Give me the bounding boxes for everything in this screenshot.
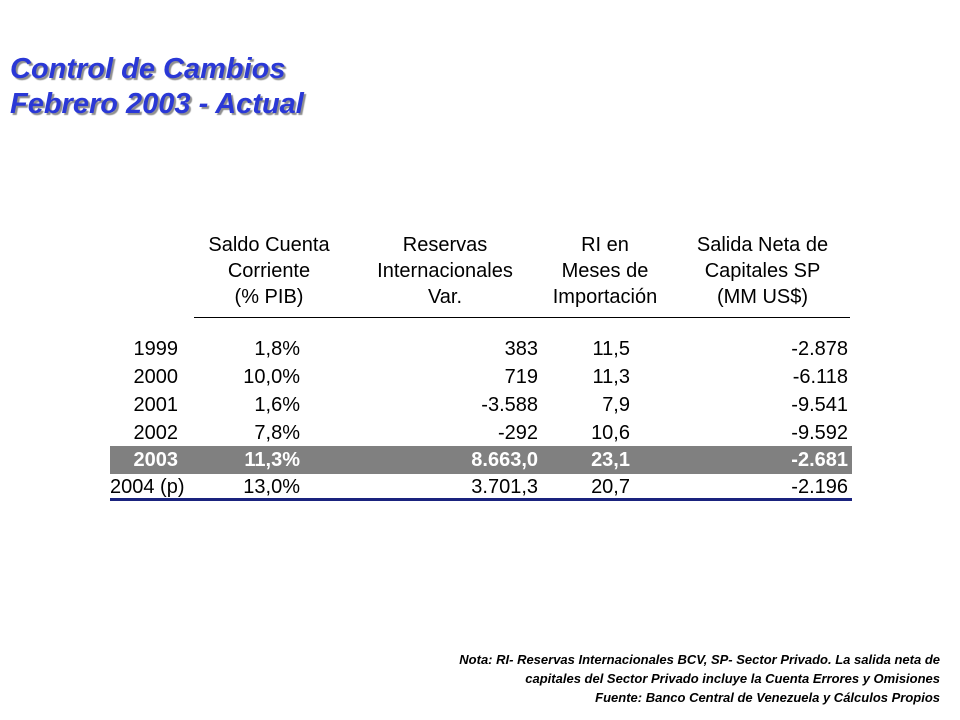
header-divider (194, 317, 850, 318)
cell-year: 2003 (133, 449, 179, 471)
table-bottom-rule (110, 498, 852, 501)
header-reservas-line1: Reservas (402, 234, 488, 256)
cell-ri: 10,6 (591, 422, 630, 444)
table-row: 2004 (p) 13,0% 3.701,3 20,7 -2.196 (110, 474, 852, 500)
cell-reservas: -3.588 (481, 394, 538, 416)
cell-ri: 23,1 (591, 449, 630, 471)
header-ri-line3: Importación (552, 286, 658, 308)
cell-reservas: 719 (504, 366, 538, 388)
cell-year: 2002 (133, 422, 179, 444)
cell-ri: 7,9 (602, 394, 630, 416)
header-saldo-line1: Saldo Cuenta (208, 234, 330, 256)
cell-ri: 11,3 (592, 366, 630, 388)
header-salida-line2: Capitales SP (704, 260, 821, 282)
table-row: 2001 1,6% -3.588 7,9 -9.541 (110, 392, 852, 418)
cell-reservas: 8.663,0 (471, 449, 538, 471)
cell-salida: -2.196 (791, 476, 848, 498)
cell-year: 2001 (133, 394, 179, 416)
cell-ri: 11,5 (592, 338, 630, 360)
cell-saldo: 1,6% (254, 394, 300, 416)
cell-ri: 20,7 (591, 476, 630, 498)
cell-year: 2000 (133, 366, 179, 388)
footnote-source: Fuente: Banco Central de Venezuela y Cál… (595, 690, 940, 705)
header-salida: Salida Neta de Capitales SP (MM US$) (675, 232, 850, 318)
cell-salida: -2.681 (791, 449, 848, 471)
header-reservas-line2: Internacionales (377, 260, 513, 282)
header-ri-line2: Meses de (561, 260, 649, 282)
header-reservas-line3: Var. (427, 286, 463, 308)
page-title: Control de Cambios Febrero 2003 - Actual (10, 52, 304, 122)
cell-saldo: 10,0% (243, 366, 300, 388)
cell-salida: -9.541 (791, 394, 848, 416)
header-salida-line3: (MM US$) (716, 286, 809, 308)
footnote-line2: capitales del Sector Privado incluye la … (525, 671, 940, 686)
table-row: 2002 7,8% -292 10,6 -9.592 (110, 420, 852, 446)
table-row: 2000 10,0% 719 11,3 -6.118 (110, 364, 852, 390)
header-saldo-line2: Corriente (227, 260, 311, 282)
title-line-2: Febrero 2003 - Actual (10, 88, 304, 120)
cell-year: 2004 (p) (110, 476, 185, 498)
cell-reservas: 3.701,3 (471, 476, 538, 498)
cell-reservas: -292 (497, 422, 538, 444)
header-saldo: Saldo Cuenta Corriente (% PIB) (194, 232, 344, 318)
cell-salida: -6.118 (792, 366, 848, 388)
cell-saldo: 1,8% (254, 338, 300, 360)
header-ri-line1: RI en (581, 234, 629, 256)
cell-salida: -2.878 (791, 338, 848, 360)
cell-year: 1999 (133, 338, 179, 360)
table-row-highlighted: 2003 11,3% 8.663,0 23,1 -2.681 (110, 446, 852, 474)
cell-reservas: 383 (504, 338, 538, 360)
header-reservas: Reservas Internacionales Var. (360, 232, 530, 318)
footnote-line1: Nota: RI- Reservas Internacionales BCV, … (459, 652, 940, 667)
cell-saldo: 11,3% (244, 449, 300, 471)
title-line-1: Control de Cambios (10, 53, 286, 85)
header-salida-line1: Salida Neta de (696, 234, 829, 256)
table-row: 1999 1,8% 383 11,5 -2.878 (110, 336, 852, 362)
header-saldo-line3: (% PIB) (234, 286, 304, 308)
cell-saldo: 13,0% (243, 476, 300, 498)
cell-salida: -9.592 (791, 422, 848, 444)
footnote: Nota: RI- Reservas Internacionales BCV, … (459, 650, 940, 707)
header-ri: RI en Meses de Importación (540, 232, 670, 318)
cell-saldo: 7,8% (254, 422, 300, 444)
